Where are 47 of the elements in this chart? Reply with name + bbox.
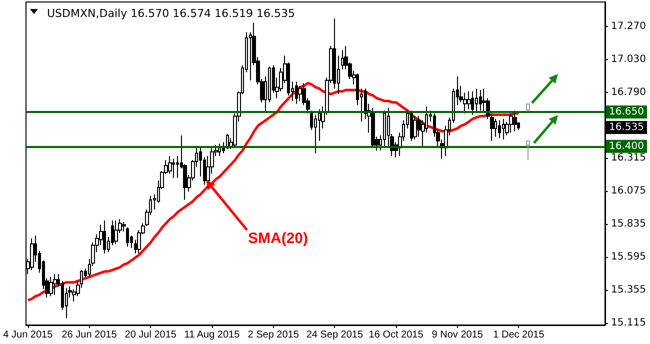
y-tick-label: 15.355 (611, 284, 646, 296)
x-tick-label: 4 Jun 2015 (3, 330, 54, 340)
y-tick-label: 15.835 (611, 218, 646, 230)
candlestick (475, 88, 478, 112)
candlestick (114, 220, 118, 244)
x-tick-label: 9 Nov 2015 (432, 330, 484, 340)
candlestick (218, 143, 221, 156)
text: 16.535 (606, 120, 647, 134)
x-tick-label: 16 Oct 2015 (368, 330, 424, 340)
x-tick-label: 20 Jul 2015 (124, 330, 177, 340)
x-tick-label: 2 Sep 2015 (248, 330, 300, 340)
candlestick (49, 276, 53, 297)
candlestick (498, 120, 501, 139)
y-tick-label: 15.595 (611, 251, 646, 262)
line-series (26, 82, 520, 302)
candlestick (509, 112, 513, 134)
candlestick (479, 89, 482, 112)
x-tick-label: 26 Jun 2015 (62, 330, 118, 340)
y-tick-label: 16.315 (611, 152, 646, 164)
candlestick (298, 85, 302, 102)
x-tick-label: 24 Sep 2015 (306, 330, 364, 340)
y-tick-label: 17.030 (611, 54, 646, 66)
candlestick (53, 274, 57, 296)
candlestick (410, 110, 413, 142)
candlestick (30, 238, 34, 271)
x-tick-label: 1 Dec 2015 (493, 330, 545, 340)
text: USDMXN,Daily 16.570 16.574 16.519 16.535 (47, 7, 296, 20)
candlestick (383, 110, 386, 147)
candlestick (103, 220, 106, 254)
y-tick-label: 16.790 (611, 87, 646, 98)
candlestick (168, 155, 172, 174)
candlestick (502, 118, 505, 140)
candlestick (471, 90, 474, 116)
annotation: SMA(20) (248, 230, 308, 247)
candlestick (295, 81, 298, 104)
y-tick-label: 17.270 (611, 21, 646, 32)
y-tick-label: 15.115 (611, 317, 646, 328)
candlestick (122, 221, 126, 232)
candlestick (126, 226, 129, 248)
x-tick-label: 11 Aug 2015 (184, 330, 240, 340)
candlestick (172, 158, 175, 178)
candlestick (341, 50, 344, 70)
candlestick (371, 107, 375, 148)
ref-line-label: 16.650 (609, 106, 644, 118)
candlestick (513, 110, 517, 132)
ref-line-label: 16.400 (609, 140, 644, 152)
y-tick-label: 16.075 (611, 185, 646, 196)
